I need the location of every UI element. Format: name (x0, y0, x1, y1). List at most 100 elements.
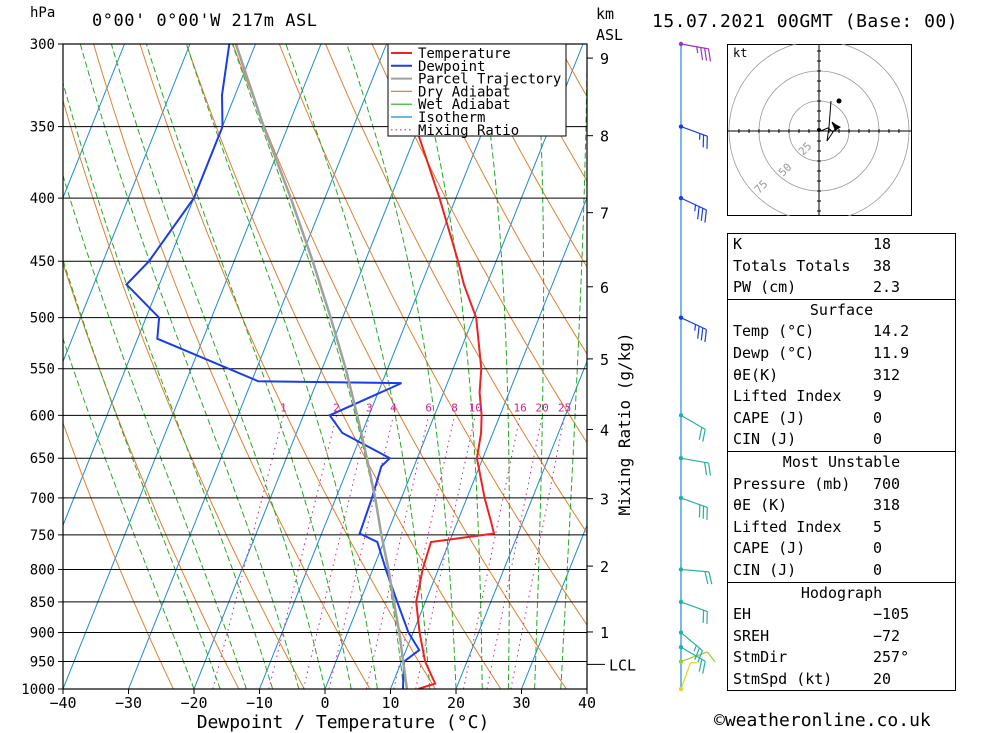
mixing-ratio-label: 10 (469, 401, 482, 414)
mixing-ratio-label: 25 (558, 401, 571, 414)
hodograph-storm-motion-marker (833, 123, 841, 131)
pressure-tick-label: 600 (30, 408, 55, 424)
wind-barb-dot (678, 630, 684, 635)
index-value: 318 (873, 496, 901, 515)
mixing-ratio-label: 6 (425, 401, 432, 414)
surface-row: CAPE (J) 0 (728, 408, 955, 430)
surface-row: θE(K) 312 (728, 365, 955, 387)
height-unit-bottom: ASL (596, 26, 624, 44)
wind-barb-shaft (680, 457, 709, 464)
mixing-ratio-label: 1 (280, 401, 287, 414)
surface-row: Lifted Index 9 (728, 386, 955, 408)
general-row: PW (cm) 2.3 (728, 277, 955, 299)
location-title: 0°00' 0°00'W 217m ASL (92, 11, 318, 31)
index-label: K (733, 235, 743, 253)
index-value: 38 (873, 256, 892, 275)
mixing-ratio-label: 2 (333, 401, 340, 414)
dry-adiabat-line (418, 44, 587, 356)
wind-barb-feather (702, 661, 706, 674)
legend-box (387, 43, 567, 137)
index-value: 14.2 (873, 322, 910, 341)
wind-barb-dot (678, 599, 684, 605)
hodograph-top-point (836, 98, 842, 104)
wet-adiabat-line (476, 44, 510, 689)
wind-barb-shaft (680, 317, 707, 331)
legend-entry: Dry Adiabat (418, 84, 511, 100)
wind-barb-feather (698, 659, 703, 672)
temperature-tick-label: −20 (180, 694, 207, 712)
isotherm-line (324, 44, 584, 689)
index-value: 11.9 (873, 343, 910, 362)
surface-row: Dewp (°C) 11.9 (728, 343, 955, 365)
plot-area (63, 44, 587, 689)
wind-barb-feather (697, 326, 700, 339)
wind-barb-feather (707, 48, 712, 62)
isotherm-line (455, 360, 587, 689)
wind-barb-feather (707, 462, 712, 476)
index-label: θE (K) (733, 496, 788, 515)
surface-row: CIN (J) 0 (728, 429, 955, 451)
wet-adiabat-line (560, 44, 587, 689)
legend-entry: Dewpoint (418, 59, 485, 75)
dry-adiabat-line (464, 44, 587, 268)
wind-barb-shaft (680, 43, 709, 50)
pressure-tick-label: 900 (30, 626, 55, 642)
wind-barb-shaft (680, 651, 708, 663)
index-label: EH (733, 605, 752, 624)
wind-barb-shaft (680, 568, 709, 573)
index-label: CIN (J) (733, 560, 797, 579)
wind-barb-dot (678, 456, 684, 461)
wind-barb-half-feather (694, 324, 697, 331)
mu-row: Lifted Index 5 (728, 517, 955, 539)
isotherm-line (390, 196, 587, 689)
km-tick-label: 7 (600, 205, 609, 223)
wind-barb-dot (678, 495, 684, 501)
index-value: −105 (873, 605, 910, 624)
isotherm-line (193, 44, 453, 689)
mu-row: θE (K) 318 (728, 495, 955, 517)
mixing-ratio-axis-label: Mixing Ratio (g/kg) (615, 332, 634, 515)
index-label: Dewp (°C) (733, 343, 815, 362)
km-tick-label: 9 (600, 50, 609, 68)
temperature-tick-label: 40 (578, 694, 596, 712)
wind-barb-feather (694, 647, 700, 660)
legend-entry: Parcel Trajectory (418, 72, 561, 88)
km-tick-label: 8 (600, 128, 609, 146)
pressure-tick-label: 700 (30, 491, 55, 507)
hodograph-origin-point (817, 128, 821, 132)
temperature-tick-label: 0 (320, 694, 329, 712)
pressure-tick-label: 800 (30, 562, 55, 578)
index-label: Lifted Index (733, 517, 842, 536)
wind-barb-dot (678, 315, 684, 320)
wind-barb-half-feather (694, 204, 697, 212)
wind-barb-feather (704, 462, 708, 475)
wet-adiabat-line (145, 44, 352, 689)
mixing-ratio-line (268, 415, 337, 689)
index-value: 2.3 (873, 278, 901, 297)
wet-adiabat-line (285, 44, 431, 689)
index-label: CAPE (J) (733, 408, 806, 427)
x-axis-label: Dewpoint / Temperature (°C) (197, 712, 490, 733)
mixing-ratio-label: 8 (451, 401, 458, 414)
hodograph-heading: Hodograph (800, 583, 883, 602)
general-row: Totals Totals 38 (728, 256, 955, 278)
pressure-tick-label: 850 (30, 595, 55, 611)
isotherm-line (521, 523, 587, 689)
wind-barb-half-feather (693, 645, 697, 652)
hodo-row: SREH −72 (728, 626, 955, 648)
index-label: StmSpd (kt) (733, 669, 833, 688)
wind-barb-feather (704, 571, 709, 584)
temperature-tick-label: 30 (512, 694, 530, 712)
temperature-tick-label: 10 (381, 694, 399, 712)
date-title: 15.07.2021 00GMT (Base: 00) (652, 11, 959, 32)
pressure-tick-label: 750 (30, 528, 55, 544)
index-value: 257° (873, 648, 910, 667)
legend-entry: Wet Adiabat (418, 97, 511, 113)
legend-entry: Isotherm (418, 110, 485, 126)
wind-barb-feather (704, 48, 708, 61)
wind-barb-shaft (680, 414, 706, 430)
mu-row: CIN (J) 0 (728, 560, 955, 582)
dry-adiabat-line (93, 44, 371, 689)
